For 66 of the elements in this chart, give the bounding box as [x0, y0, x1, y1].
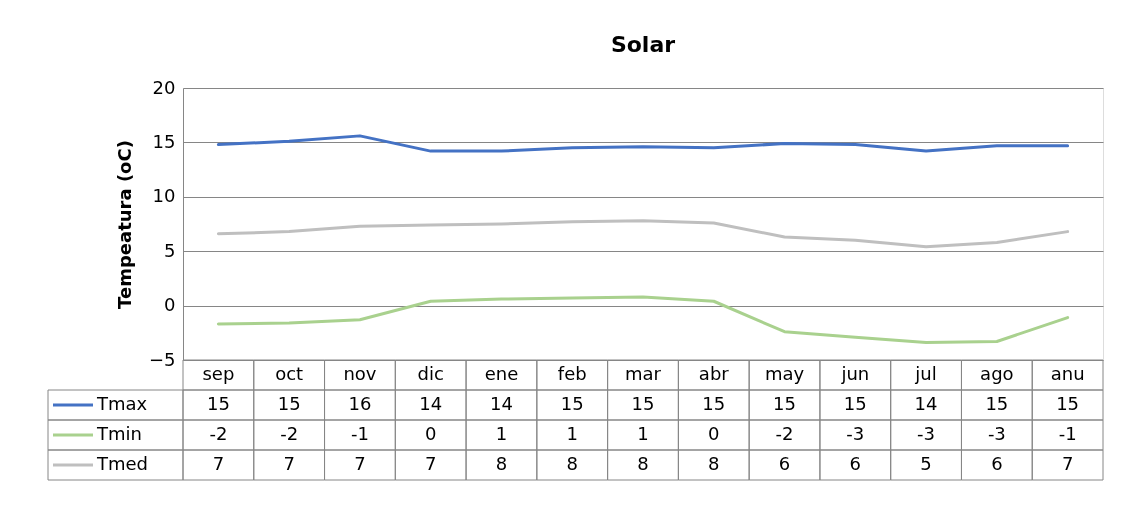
data-label: -1 — [1058, 423, 1077, 444]
data-label: 15 — [1056, 393, 1080, 414]
x-tick-label: dic — [417, 363, 444, 384]
x-tick-label: oct — [275, 363, 304, 384]
data-label: 7 — [1061, 453, 1074, 474]
data-label: 16 — [348, 393, 372, 414]
line-series — [216, 219, 1070, 249]
data-label: 15 — [206, 393, 230, 414]
x-tick-label: ago — [980, 363, 1014, 384]
data-label: -3 — [846, 423, 865, 444]
x-tick-label: abr — [698, 363, 730, 384]
x-tick-label: anu — [1050, 363, 1085, 384]
y-tick-label: 5 — [164, 239, 176, 261]
y-tick-label: 20 — [152, 76, 176, 98]
data-label: -3 — [917, 423, 936, 444]
data-label: 14 — [490, 393, 513, 414]
line-series — [216, 134, 1070, 153]
data-label: 15 — [843, 393, 867, 414]
x-tick-label: feb — [557, 363, 587, 384]
chart-title: Solar — [610, 32, 676, 57]
data-label: 7 — [212, 453, 225, 474]
legend-label: Tmed — [96, 453, 149, 474]
x-tick-label: ene — [484, 363, 519, 384]
y-tick-label: 15 — [152, 130, 176, 152]
data-label: 8 — [495, 453, 508, 474]
data-label: 15 — [560, 393, 584, 414]
data-label: 14 — [419, 393, 443, 414]
data-label: -1 — [350, 423, 369, 444]
y-tick-label: 10 — [152, 185, 176, 207]
line-series — [216, 295, 1070, 345]
x-tick-label: mar — [625, 363, 662, 384]
legend-label: Tmax — [96, 393, 148, 414]
data-label: 6 — [991, 453, 1003, 474]
data-label: -2 — [775, 423, 794, 444]
data-label: 5 — [920, 453, 932, 474]
x-tick-label: jun — [840, 363, 870, 384]
data-label: 8 — [637, 453, 649, 474]
x-tick-label: sep — [202, 363, 235, 384]
data-label: 7 — [354, 453, 366, 474]
data-label: 7 — [424, 453, 437, 474]
data-label: 15 — [773, 393, 796, 414]
data-label: 0 — [708, 423, 720, 444]
data-label: 7 — [283, 453, 295, 474]
data-label: 8 — [566, 453, 578, 474]
data-label: 1 — [637, 423, 649, 444]
x-tick-label: nov — [343, 363, 377, 384]
y-tick-label: −5 — [148, 348, 176, 370]
y-tick-label: 0 — [164, 294, 176, 316]
x-tick-label: jul — [914, 363, 937, 384]
data-label: 15 — [985, 393, 1009, 414]
y-axis-title: Tempeatura (oC) — [113, 140, 135, 309]
data-label: 1 — [495, 423, 508, 444]
data-label: 15 — [631, 393, 655, 414]
data-label: 1 — [566, 423, 578, 444]
data-label: -2 — [209, 423, 228, 444]
data-label: 6 — [849, 453, 862, 474]
data-label: -2 — [280, 423, 299, 444]
data-label: -3 — [987, 423, 1006, 444]
data-label: 0 — [424, 423, 437, 444]
data-label: 15 — [702, 393, 726, 414]
legend-label: Tmin — [96, 423, 142, 444]
data-label: 14 — [914, 393, 938, 414]
data-label: 6 — [778, 453, 791, 474]
data-label: 15 — [277, 393, 301, 414]
x-tick-label: may — [764, 363, 805, 384]
data-label: 8 — [708, 453, 720, 474]
